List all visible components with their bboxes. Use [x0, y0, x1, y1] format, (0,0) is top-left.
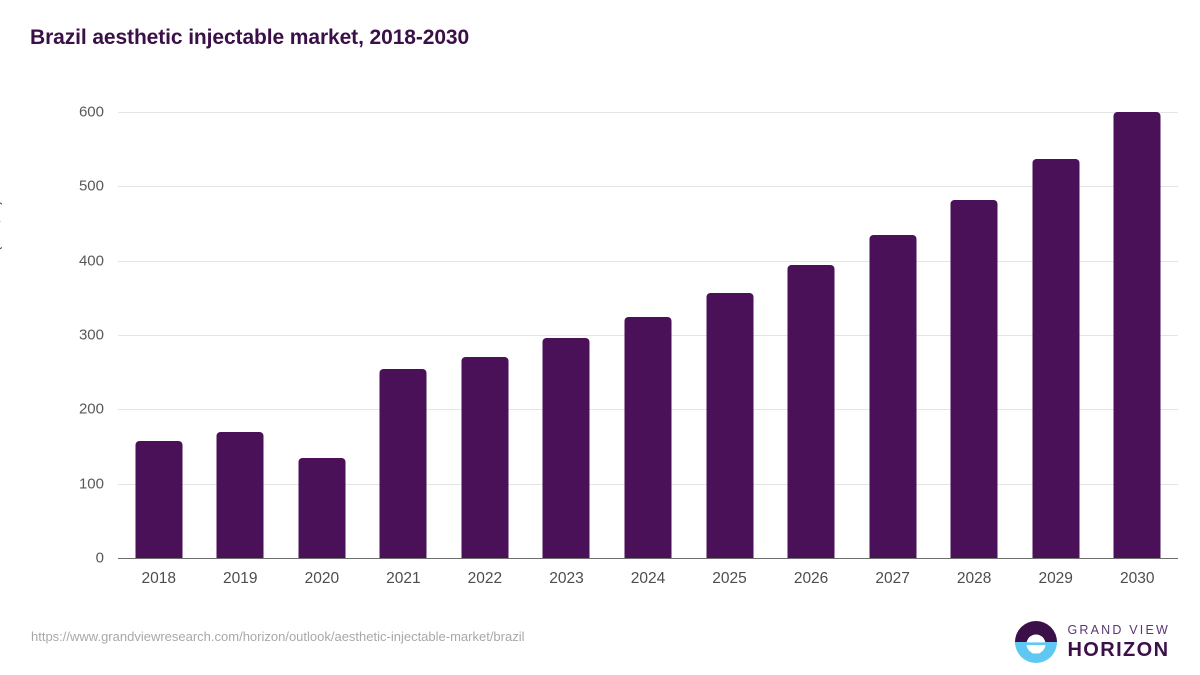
y-tick-label: 200	[78, 400, 104, 418]
y-axis-title: Market Size (US$M)	[0, 199, 3, 335]
x-tick-label: 2022	[467, 570, 503, 587]
x-tick-label: 2028	[956, 570, 992, 587]
bar-slot	[933, 112, 1015, 558]
logo-line-1: GRAND VIEW	[1067, 623, 1170, 638]
bar[interactable]	[542, 337, 590, 558]
x-tick-label: 2026	[793, 570, 829, 587]
bar-slot	[770, 112, 852, 558]
x-tick-label: 2024	[630, 570, 666, 587]
y-tick-label: 400	[78, 252, 104, 270]
bar[interactable]	[461, 356, 509, 558]
source-url[interactable]: https://www.grandviewresearch.com/horizo…	[31, 629, 525, 644]
gridline	[118, 260, 1178, 262]
gridline	[118, 186, 1178, 188]
bar[interactable]	[787, 265, 835, 558]
page-title: Brazil aesthetic injectable market, 2018…	[30, 26, 470, 49]
bar-slot	[118, 112, 200, 558]
x-tick-label: 2019	[223, 570, 258, 587]
x-tick-label: 2018	[141, 570, 177, 587]
logo-wordmark: GRAND VIEW HORIZON	[1067, 624, 1170, 660]
grand-view-horizon-logo[interactable]: GRAND VIEW HORIZON	[1014, 618, 1170, 666]
bar[interactable]	[1113, 112, 1161, 558]
y-tick-label: 300	[78, 326, 104, 344]
horizon-sunrise-icon	[1014, 620, 1058, 664]
gridline	[118, 112, 1178, 113]
bar-slot	[281, 112, 363, 558]
x-tick-label: 2029	[1038, 570, 1073, 587]
bar[interactable]	[135, 441, 183, 558]
x-tick-label: 2025	[712, 570, 747, 587]
x-tick-label: 2020	[304, 570, 340, 587]
bar-slot	[1015, 112, 1097, 558]
bar[interactable]	[216, 431, 264, 558]
bar-slot	[852, 112, 934, 558]
bar-slot	[200, 112, 282, 558]
gridline	[118, 558, 1178, 560]
x-tick-label: 2027	[875, 570, 910, 587]
bar[interactable]	[950, 199, 998, 558]
x-tick-label: 2030	[1119, 570, 1155, 587]
bar[interactable]	[624, 317, 672, 558]
bar[interactable]	[298, 458, 346, 558]
bar-slot	[689, 112, 771, 558]
bar[interactable]	[869, 235, 917, 558]
bar-slot	[363, 112, 445, 558]
bar[interactable]	[1032, 158, 1080, 558]
logo-line-2: HORIZON	[1067, 638, 1170, 661]
y-tick-label: 600	[78, 103, 104, 121]
x-tick-label: 2023	[549, 570, 584, 587]
y-tick-label: 500	[78, 177, 104, 195]
y-tick-label: 100	[78, 475, 104, 493]
bar-slot	[526, 112, 608, 558]
x-tick-label: 2021	[386, 570, 421, 587]
bar-slot	[607, 112, 689, 558]
bar[interactable]	[379, 369, 427, 558]
y-tick-label: 0	[95, 549, 104, 567]
bar[interactable]	[706, 292, 754, 558]
bar-slot	[444, 112, 526, 558]
bar-slot	[1096, 112, 1178, 558]
bar-series	[118, 112, 1178, 558]
